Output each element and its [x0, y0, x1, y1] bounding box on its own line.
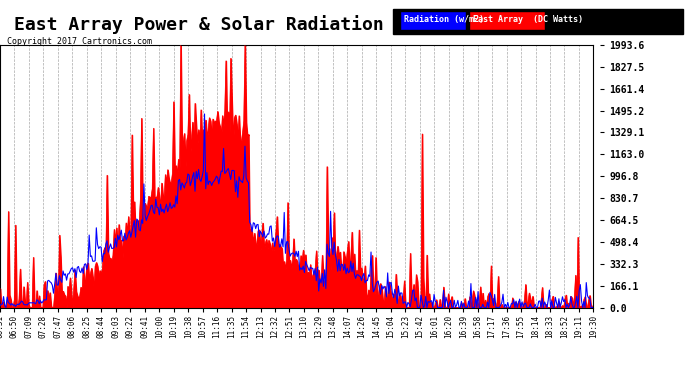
Text: Radiation (w/m2): Radiation (w/m2)	[404, 15, 484, 24]
Text: East Array  (DC Watts): East Array (DC Watts)	[473, 15, 582, 24]
Text: East Array Power & Solar Radiation  Thu Apr 6  19:32: East Array Power & Solar Radiation Thu A…	[14, 15, 580, 34]
Text: Copyright 2017 Cartronics.com: Copyright 2017 Cartronics.com	[7, 38, 152, 46]
